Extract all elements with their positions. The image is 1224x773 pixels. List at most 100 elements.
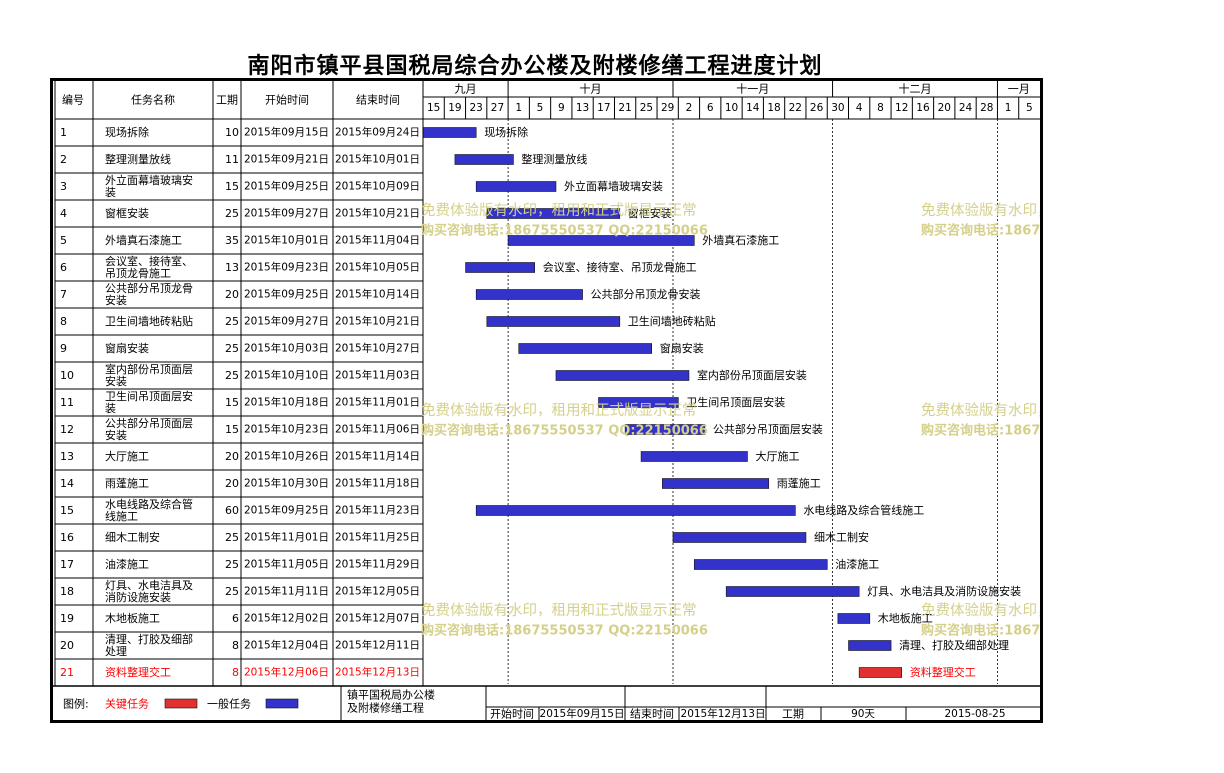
- task-end: 2015年09月24日: [335, 126, 420, 139]
- footer-project: 及附楼修缮工程: [347, 701, 424, 715]
- task-start: 2015年12月02日: [244, 612, 329, 625]
- task-name: 现场拆除: [105, 125, 149, 139]
- task-id: 21: [60, 666, 74, 679]
- header-start: 开始时间: [265, 93, 309, 107]
- task-bar: [454, 154, 514, 165]
- task-name: 清理、打胶及细部: [105, 632, 193, 646]
- task-bar: [598, 397, 679, 408]
- task-duration: 20: [225, 450, 239, 463]
- task-name: 卫生间墙地砖粘贴: [105, 314, 193, 328]
- task-end: 2015年10月14日: [335, 288, 420, 301]
- task-end: 2015年11月18日: [335, 477, 420, 490]
- task-name: 安装: [105, 374, 127, 388]
- footer-duration-value: 90天: [851, 708, 875, 720]
- task-name: 线施工: [105, 509, 138, 523]
- day-tick-label: 25: [640, 102, 653, 114]
- task-bar-label: 细木工制安: [814, 530, 869, 544]
- task-bar: [486, 316, 621, 327]
- task-id: 5: [60, 234, 67, 247]
- footer-duration-label: 工期: [782, 708, 804, 721]
- task-bar-label: 卫生间吊顶面层安装: [686, 395, 785, 409]
- task-bar-label: 公共部分吊顶面层安装: [713, 422, 823, 436]
- task-duration: 20: [225, 477, 239, 490]
- header-id: 编号: [62, 93, 84, 107]
- task-end: 2015年11月29日: [335, 558, 420, 571]
- task-duration: 8: [232, 666, 239, 679]
- task-start: 2015年09月27日: [244, 207, 329, 220]
- task-bar-label: 雨蓬施工: [777, 477, 821, 490]
- task-bar: [465, 262, 535, 273]
- task-name: 细木工制安: [105, 530, 160, 544]
- task-name: 会议室、接待室、: [105, 254, 193, 268]
- page-title: 南阳市镇平县国税局综合办公楼及附楼修缮工程进度计划: [247, 53, 823, 79]
- footer-start-value: 2015年09月15日: [540, 707, 625, 720]
- day-tick-label: 15: [427, 102, 440, 114]
- task-end: 2015年11月25日: [335, 531, 420, 544]
- task-id: 16: [60, 531, 74, 544]
- legend-general-swatch: [265, 698, 299, 709]
- task-id: 9: [60, 342, 67, 355]
- task-start: 2015年10月18日: [244, 396, 329, 409]
- task-id: 7: [60, 288, 67, 301]
- task-bar-label: 公共部分吊顶龙骨安装: [591, 287, 701, 301]
- day-tick-label: 5: [537, 102, 544, 114]
- task-name: 公共部分吊顶面层: [105, 416, 193, 430]
- day-tick-label: 5: [1026, 102, 1033, 114]
- task-end: 2015年10月21日: [335, 207, 420, 220]
- legend-general-label: 一般任务: [207, 698, 251, 711]
- task-start: 2015年09月25日: [244, 288, 329, 301]
- task-end: 2015年11月01日: [335, 396, 420, 409]
- task-start: 2015年12月04日: [244, 639, 329, 652]
- watermark-text: 免费体验版有水印，租用和正式版显示正常: [921, 602, 1040, 619]
- task-bar: [640, 451, 748, 462]
- task-bar: [693, 559, 828, 570]
- day-tick-label: 20: [938, 102, 951, 114]
- day-tick-label: 27: [491, 102, 504, 114]
- task-bar-label: 窗框安装: [628, 206, 672, 220]
- task-name: 水电线路及综合管: [105, 497, 193, 511]
- task-duration: 25: [225, 585, 239, 598]
- day-tick-label: 1: [515, 102, 522, 114]
- task-duration: 25: [225, 369, 239, 382]
- task-start: 2015年12月06日: [244, 666, 329, 679]
- watermark-text: 购买咨询电话:18675550537 QQ:22150066: [421, 623, 708, 639]
- task-bar-label: 外立面幕墙玻璃安装: [564, 179, 663, 193]
- task-duration: 20: [225, 288, 239, 301]
- task-name: 公共部分吊顶龙骨: [105, 281, 193, 295]
- task-name: 灯具、水电洁具及: [105, 579, 193, 592]
- task-bar: [837, 613, 871, 624]
- task-bar: [475, 505, 796, 516]
- task-id: 15: [60, 504, 74, 517]
- day-tick-label: 1: [1005, 102, 1012, 114]
- day-tick-label: 21: [618, 102, 631, 114]
- task-end: 2015年11月14日: [335, 450, 420, 463]
- task-start: 2015年11月01日: [244, 531, 329, 544]
- watermark-text: 购买咨询电话:18675550537 QQ:22150066: [921, 623, 1040, 639]
- task-bar-label: 水电线路及综合管线施工: [803, 503, 924, 517]
- task-bar: [662, 478, 770, 489]
- day-tick-label: 19: [448, 102, 461, 114]
- day-tick-label: 18: [767, 102, 780, 114]
- task-bar-label: 整理测量放线: [521, 152, 587, 166]
- task-start: 2015年09月15日: [244, 126, 329, 139]
- legend-critical-label: 关键任务: [105, 697, 149, 711]
- task-end: 2015年12月11日: [335, 639, 420, 652]
- task-bar: [486, 208, 621, 219]
- task-id: 8: [60, 315, 67, 328]
- day-tick-label: 28: [980, 102, 993, 114]
- task-end: 2015年10月21日: [335, 315, 420, 328]
- task-duration: 8: [232, 639, 239, 652]
- task-id: 3: [60, 180, 67, 193]
- task-name: 外墙真石漆施工: [105, 233, 182, 247]
- watermark-text: 免费体验版有水印，租用和正式版显示正常: [421, 402, 697, 419]
- task-id: 17: [60, 558, 74, 571]
- day-tick-label: 29: [661, 102, 674, 114]
- task-name: 室内部份吊顶面层: [105, 362, 193, 376]
- footer-date: 2015-08-25: [944, 708, 1005, 720]
- day-tick-label: 26: [810, 102, 824, 114]
- task-duration: 25: [225, 315, 239, 328]
- task-duration: 60: [225, 504, 239, 517]
- day-tick-label: 9: [558, 102, 565, 114]
- task-name: 窗框安装: [105, 206, 149, 220]
